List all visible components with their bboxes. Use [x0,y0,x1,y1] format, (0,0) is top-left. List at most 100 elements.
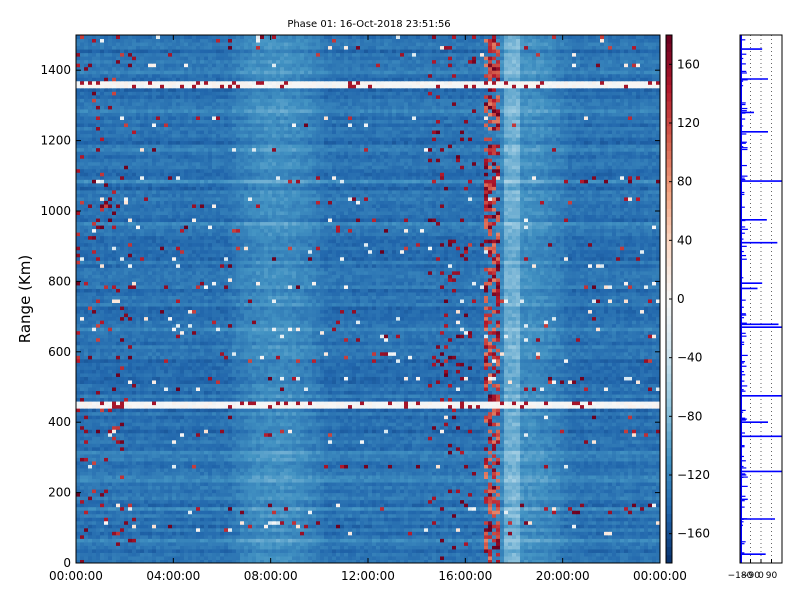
heatmap-cell [260,479,265,483]
heatmap-cell [516,482,521,486]
heatmap-cell [512,507,517,511]
heatmap-cell [104,461,109,465]
heatmap-cell [428,464,433,468]
heatmap-cell [188,549,193,553]
heatmap-cell [452,545,457,549]
heatmap-cell [300,468,305,472]
heatmap-cell [248,535,253,539]
heatmap-cell [588,556,593,560]
heatmap-cell [392,475,397,479]
heatmap-cell [292,521,297,525]
heatmap-cell [160,556,165,560]
heatmap-cell [448,524,453,528]
heatmap-cell [476,443,481,447]
heatmap-cell [296,461,301,465]
heatmap-cell [392,464,397,468]
heatmap-cell [364,471,369,475]
heatmap-cell [632,450,637,454]
heatmap-cell [332,461,337,465]
heatmap-cell [336,471,341,475]
heatmap-cell [212,461,217,465]
heatmap-cell [232,486,237,490]
heatmap-cell [384,556,389,560]
heatmap-cell [420,461,425,465]
heatmap-cell [524,500,529,504]
heatmap-cell [220,528,225,532]
heatmap-cell [460,461,465,465]
heatmap-cell [516,464,521,468]
heatmap-cell [360,475,365,479]
heatmap-cell [188,454,193,458]
heatmap-cell [124,464,129,468]
heatmap-cell [76,443,81,447]
heatmap-cell [464,454,469,458]
heatmap-cell [624,524,629,528]
heatmap-cell [352,496,357,500]
heatmap-cell [544,556,549,560]
heatmap-cell [328,545,333,549]
heatmap-cell [652,538,657,542]
heatmap-cell [548,468,553,472]
heatmap-cell [88,514,93,518]
heatmap-cell [384,549,389,553]
heatmap-cell [460,500,465,504]
heatmap-cell [400,552,405,556]
heatmap-cell [452,496,457,500]
heatmap-cell [520,510,525,514]
heatmap-cell [108,454,113,458]
heatmap-cell [228,479,233,483]
heatmap-cell [452,538,457,542]
heatmap-cell [196,450,201,454]
heatmap-cell [216,450,221,454]
heatmap-cell [392,542,397,546]
heatmap-cell [532,510,537,514]
heatmap-cell [316,510,321,514]
heatmap-cell [312,552,317,556]
heatmap-cell [532,517,537,521]
heatmap-cell [260,454,265,458]
heatmap-cell [388,447,393,451]
heatmap-cell [584,468,589,472]
heatmap-cell [480,531,485,535]
heatmap-cell [560,489,565,493]
heatmap-cell [84,542,89,546]
heatmap-cell [176,443,181,447]
heatmap-cell [636,489,641,493]
heatmap-cell [240,489,245,493]
heatmap-cell [652,468,657,472]
heatmap-cell [624,500,629,504]
heatmap-cell [616,517,621,521]
heatmap-cell [576,457,581,461]
heatmap-cell [184,517,189,521]
heatmap-cell [476,556,481,560]
heatmap-cell [604,514,609,518]
heatmap-cell [648,461,653,465]
heatmap-cell [160,503,165,507]
heatmap-cell [560,528,565,532]
heatmap-cell [436,528,441,532]
heatmap-cell [392,507,397,511]
heatmap-cell [472,535,477,539]
heatmap-cell [584,447,589,451]
heatmap-cell [324,542,329,546]
heatmap-cell [276,556,281,560]
heatmap-cell [380,521,385,525]
heatmap-cell [396,528,401,532]
heatmap-cell [344,471,349,475]
heatmap-cell [588,475,593,479]
heatmap-cell [220,552,225,556]
heatmap-cell [132,493,137,497]
heatmap-cell [432,521,437,525]
heatmap-cell [448,507,453,511]
heatmap-cell [100,528,105,532]
heatmap-cell [240,556,245,560]
heatmap-cell [272,538,277,542]
heatmap-cell [292,535,297,539]
heatmap-cell [168,479,173,483]
heatmap-cell [380,531,385,535]
heatmap-cell [560,514,565,518]
heatmap-cell [576,503,581,507]
heatmap-cell [548,471,553,475]
heatmap-cell [504,457,509,461]
heatmap-cell [296,552,301,556]
